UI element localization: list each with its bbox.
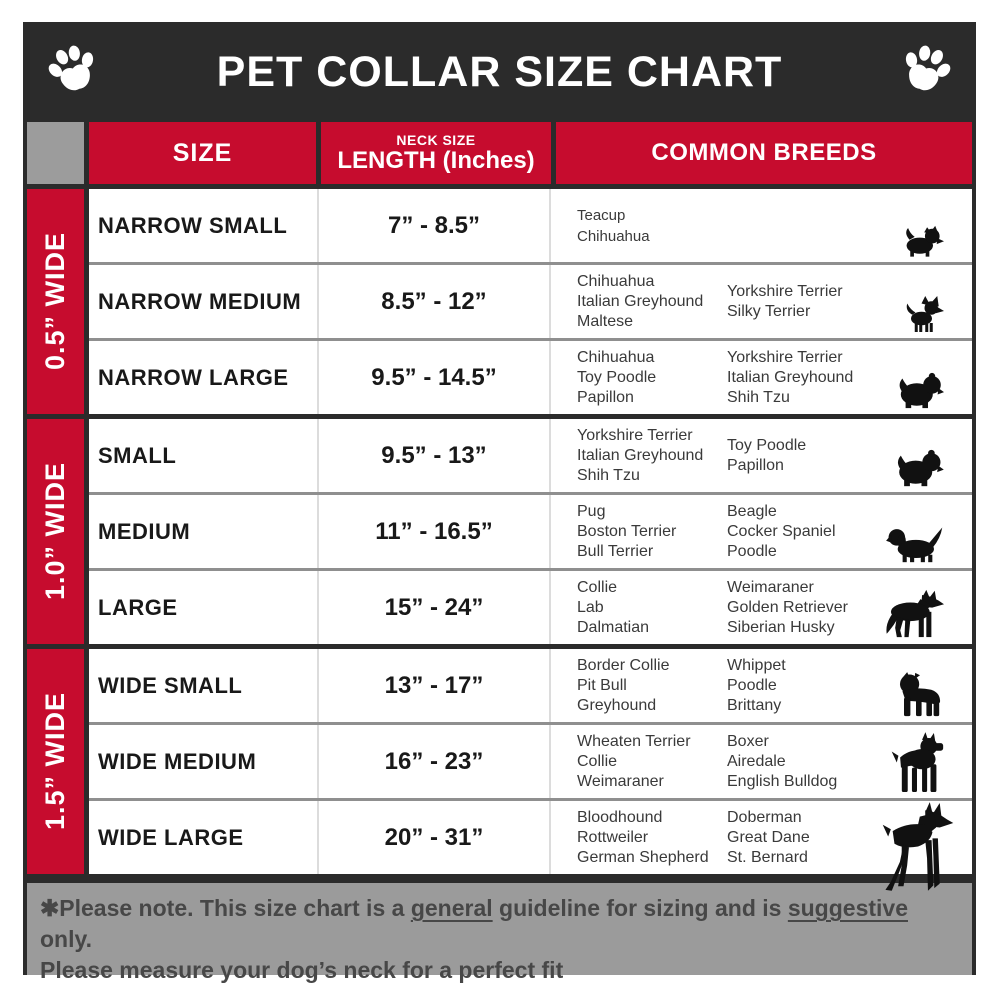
column-header-length: NECK SIZE LENGTH (Inches) — [321, 122, 551, 184]
length-cell: 15” - 24” — [319, 571, 551, 644]
table-row: SMALL 9.5” - 13” Yorkshire Terrier Italia… — [89, 419, 972, 492]
group-label-1-0-wide: 1.0” WIDE — [27, 419, 84, 644]
size-cell: NARROW MEDIUM — [89, 265, 319, 338]
breeds-column-1: Collie Lab Dalmatian — [577, 578, 650, 636]
breeds-cell: Wheaten Terrier Collie Weimaraner Boxer Air… — [551, 725, 972, 798]
length-cell: 9.5” - 14.5” — [319, 341, 551, 414]
breeds-column-1: Yorkshire Terrier Italian Greyhound Shih T… — [577, 426, 704, 484]
column-header-size: SIZE — [89, 122, 316, 184]
title-band: PET COLLAR SIZE CHART — [23, 22, 976, 122]
header-corner-cell — [27, 122, 84, 184]
german-shepherd-icon — [880, 588, 944, 639]
length-cell: 20” - 31” — [319, 801, 551, 874]
size-cell: WIDE LARGE — [89, 801, 319, 874]
breeds-column-1: Wheaten Terrier Collie Weimaraner — [577, 732, 691, 790]
boxer-icon — [890, 732, 944, 793]
width-group-1-5: 1.5” WIDE WIDE SMALL 13” - 17” Border Co… — [27, 649, 972, 891]
breeds-cell: Bloodhound Rottweiler German Shepherd Dobe… — [551, 801, 972, 891]
breeds-column-1: Chihuahua Toy Poodle Papillon — [577, 348, 657, 406]
length-cell: 11” - 16.5” — [319, 495, 551, 568]
group-label-text: 0.5” WIDE — [40, 232, 70, 371]
column-header-length-inches: LENGTH (Inches) — [337, 146, 535, 174]
table-header-row: SIZE NECK SIZE LENGTH (Inches) COMMON BR… — [27, 122, 972, 184]
group-label-text: 1.5” WIDE — [40, 692, 70, 831]
paw-print-icon — [47, 45, 101, 99]
footer-line1-post: only. — [40, 926, 92, 952]
breeds-column-1: Border Collie Pit Bull Greyhound — [577, 656, 670, 714]
size-cell: NARROW LARGE — [89, 341, 319, 414]
breeds-column-2: Whippet Poodle Brittany — [727, 656, 786, 714]
breeds-cell: Collie Lab Dalmatian Weimaraner Golden Retr… — [551, 571, 972, 644]
footer-line1-mid: guideline for sizing and is — [492, 895, 788, 921]
table-row: NARROW MEDIUM 8.5” - 12” Chihuahua Italia… — [89, 262, 972, 338]
length-cell: 8.5” - 12” — [319, 265, 551, 338]
group-label-1-5-wide: 1.5” WIDE — [27, 649, 84, 874]
breeds-column-1: Bloodhound Rottweiler German Shepherd — [577, 808, 709, 866]
size-cell: SMALL — [89, 419, 319, 492]
table-row: WIDE LARGE 20” - 31” Bloodhound Rottweile… — [89, 798, 972, 891]
breeds-column-2: Doberman Great Dane St. Bernard — [727, 808, 810, 866]
footer-underline-general: general — [410, 895, 493, 921]
breeds-column-1: Chihuahua Italian Greyhound Maltese — [577, 272, 704, 330]
table-row: WIDE SMALL 13” - 17” Border Collie Pit Bu… — [89, 649, 972, 722]
breeds-cell: Chihuahua Toy Poodle Papillon Yorkshire Te… — [551, 341, 972, 414]
table-row: MEDIUM 11” - 16.5” Pug Boston Terrier Bull… — [89, 492, 972, 568]
breeds-cell: Teacup Chihuahua — [551, 189, 972, 262]
breeds-column-2: Weimaraner Golden Retriever Siberian Husky — [727, 578, 848, 636]
size-cell: MEDIUM — [89, 495, 319, 568]
breeds-column-1: Pug Boston Terrier Bull Terrier — [577, 502, 677, 560]
pekingese-icon — [894, 449, 944, 487]
column-header-neck-size: NECK SIZE — [396, 132, 476, 149]
length-cell: 9.5” - 13” — [319, 419, 551, 492]
beagle-icon — [886, 525, 944, 563]
table-row: NARROW SMALL 7” - 8.5” Teacup Chihuahua — [89, 189, 972, 262]
breeds-cell: Border Collie Pit Bull Greyhound Whippet Po… — [551, 649, 972, 722]
breeds-cell: Yorkshire Terrier Italian Greyhound Shih T… — [551, 419, 972, 492]
breeds-column-2: Toy Poodle Papillon — [727, 436, 807, 474]
length-cell: 16” - 23” — [319, 725, 551, 798]
table-row: NARROW LARGE 9.5” - 14.5” Chihuahua Toy P… — [89, 338, 972, 414]
footer-underline-suggestive: suggestive — [787, 895, 908, 921]
shih-tzu-icon — [896, 372, 944, 409]
footer-note: ✱Please note. This size chart is a gener… — [27, 883, 972, 983]
width-group-0-5: 0.5” WIDE NARROW SMALL 7” - 8.5” Teacup C… — [27, 189, 972, 414]
column-header-common-breeds: COMMON BREEDS — [556, 122, 972, 184]
footer-line2: Please measure your dog’s neck for a per… — [40, 957, 564, 983]
breeds-column-1: Teacup Chihuahua — [577, 206, 650, 245]
table-row: WIDE MEDIUM 16” - 23” Wheaten Terrier Col… — [89, 722, 972, 798]
chihuahua-icon — [902, 295, 944, 333]
width-group-1-0: 1.0” WIDE SMALL 9.5” - 13” Yorkshire Ter… — [27, 419, 972, 644]
page-title: PET COLLAR SIZE CHART — [216, 47, 783, 96]
breeds-column-2: Yorkshire Terrier Silky Terrier — [727, 282, 843, 320]
yorkshire-terrier-icon — [900, 224, 944, 257]
length-cell: 7” - 8.5” — [319, 189, 551, 262]
group-label-text: 1.0” WIDE — [40, 462, 70, 601]
size-cell: LARGE — [89, 571, 319, 644]
size-cell: WIDE SMALL — [89, 649, 319, 722]
size-table: SIZE NECK SIZE LENGTH (Inches) COMMON BR… — [23, 122, 976, 891]
breeds-column-2: Yorkshire Terrier Italian Greyhound Shih T… — [727, 348, 854, 406]
length-cell: 13” - 17” — [319, 649, 551, 722]
size-cell: WIDE MEDIUM — [89, 725, 319, 798]
breeds-cell: Chihuahua Italian Greyhound Maltese Yorksh… — [551, 265, 972, 338]
footer-line1-pre: ✱Please note. This size chart is a — [40, 895, 411, 921]
pit-bull-icon — [896, 672, 944, 717]
breeds-cell: Pug Boston Terrier Bull Terrier Beagle Cock… — [551, 495, 972, 568]
size-cell: NARROW SMALL — [89, 189, 319, 262]
table-row: LARGE 15” - 24” Collie Lab Dalmatian Weima… — [89, 568, 972, 644]
size-chart-board: PET COLLAR SIZE CHART SIZE NECK SIZE LEN… — [23, 22, 976, 983]
group-label-0-5-wide: 0.5” WIDE — [27, 189, 84, 414]
paw-print-icon — [898, 45, 952, 99]
breeds-column-2: Beagle Cocker Spaniel Poodle — [727, 502, 836, 560]
breeds-column-2: Boxer Airedale English Bulldog — [727, 732, 838, 790]
doberman-icon — [880, 802, 956, 900]
